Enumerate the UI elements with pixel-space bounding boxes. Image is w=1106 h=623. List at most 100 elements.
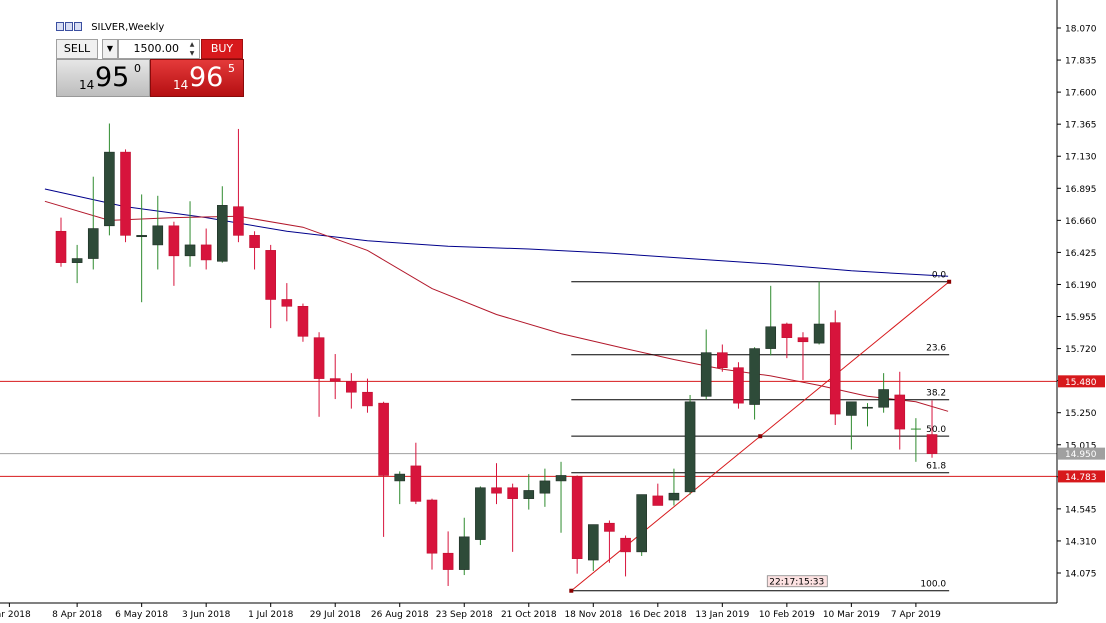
candle-body bbox=[829, 322, 841, 415]
candle bbox=[346, 373, 357, 409]
ask-pips: 96 bbox=[189, 62, 224, 93]
price-tag: 14.950 bbox=[1058, 447, 1105, 460]
candle bbox=[926, 400, 938, 458]
y-tick-label: 14.075 bbox=[1065, 570, 1097, 580]
candle-body bbox=[55, 230, 67, 263]
buy-button[interactable]: BUY bbox=[201, 39, 243, 59]
volume-dropdown-button[interactable]: ▼ bbox=[102, 39, 118, 59]
y-tick-label: 16.190 bbox=[1065, 281, 1097, 291]
candle bbox=[829, 310, 841, 425]
candle bbox=[523, 474, 535, 510]
bid-price-box[interactable]: 14 95 0 bbox=[56, 59, 150, 97]
candle bbox=[668, 468, 680, 506]
countdown-box bbox=[766, 575, 828, 588]
y-tick-label: 18.070 bbox=[1065, 25, 1097, 35]
candle bbox=[233, 128, 244, 243]
fib-anchor-end bbox=[947, 279, 952, 284]
candle-body bbox=[797, 337, 809, 343]
candle-body bbox=[217, 205, 228, 262]
candle-body bbox=[878, 389, 889, 408]
candle-body bbox=[846, 401, 857, 416]
candle-body bbox=[765, 326, 777, 349]
candle bbox=[781, 322, 793, 359]
bid-big-figure: 14 bbox=[79, 78, 95, 92]
price-tag: 15.480 bbox=[1058, 375, 1105, 388]
ask-price-box[interactable]: 14 96 5 bbox=[150, 59, 244, 97]
candle-body bbox=[120, 151, 131, 236]
candle-body bbox=[668, 492, 680, 501]
candle bbox=[733, 362, 744, 409]
fib-anchor-mid bbox=[758, 434, 763, 439]
candle-body bbox=[652, 495, 664, 506]
bid-pips: 95 bbox=[95, 62, 130, 93]
fibonacci-retracement: 0.0 23.6 38.2 50.0 61.8 100.0 bbox=[569, 271, 952, 593]
candle bbox=[475, 486, 486, 546]
candle-body bbox=[684, 401, 696, 493]
candle bbox=[104, 123, 115, 236]
candle-body bbox=[636, 494, 647, 553]
volume-input[interactable]: 1500.00 bbox=[118, 39, 200, 59]
x-tick-label: 16 Dec 2018 bbox=[629, 610, 687, 620]
candle bbox=[394, 471, 406, 505]
candle-body bbox=[71, 258, 83, 263]
fib-level-label: 0.0 bbox=[932, 271, 947, 281]
x-tick-label: 3 Jun 2018 bbox=[182, 610, 231, 620]
candle bbox=[555, 461, 567, 533]
candle bbox=[362, 378, 373, 413]
candle-body bbox=[281, 299, 293, 307]
candle bbox=[217, 186, 228, 263]
bar-countdown-timer: 22:17:15:33 bbox=[766, 575, 828, 588]
price-tag-label: 15.480 bbox=[1065, 378, 1097, 388]
symbol-title: SILVER,Weekly bbox=[56, 22, 164, 36]
y-tick-label: 14.310 bbox=[1065, 537, 1097, 547]
candle bbox=[458, 517, 470, 576]
candle bbox=[265, 244, 276, 329]
candlesticks bbox=[55, 123, 938, 586]
y-tick-label: 17.130 bbox=[1065, 153, 1097, 163]
candle-body bbox=[378, 402, 389, 476]
candle-body bbox=[184, 244, 196, 257]
candle-body bbox=[571, 476, 583, 559]
candle bbox=[426, 498, 438, 570]
candle-body bbox=[555, 475, 567, 482]
y-tick-label: 15.955 bbox=[1065, 313, 1097, 323]
ask-big-figure: 14 bbox=[173, 78, 189, 92]
candle-body bbox=[894, 394, 906, 430]
y-tick-label: 17.600 bbox=[1065, 89, 1097, 99]
candle-body bbox=[507, 487, 518, 499]
price-tag-label: 14.783 bbox=[1065, 473, 1097, 483]
fib-level-label: 38.2 bbox=[926, 389, 946, 399]
candle bbox=[587, 524, 599, 571]
x-tick-label: 13 Jan 2019 bbox=[695, 610, 749, 620]
candle bbox=[636, 494, 647, 556]
candle bbox=[168, 221, 180, 286]
candle bbox=[749, 347, 760, 420]
candle-body bbox=[539, 480, 551, 494]
candle bbox=[410, 442, 422, 505]
sell-button[interactable]: SELL bbox=[56, 39, 98, 59]
candle bbox=[797, 332, 809, 380]
x-tick-label: 10 Mar 2019 bbox=[823, 610, 880, 620]
fib-anchor-start bbox=[569, 588, 574, 593]
volume-spinner[interactable]: ▲ ▼ bbox=[189, 41, 195, 57]
fib-level-label: 50.0 bbox=[926, 425, 946, 435]
candle-body bbox=[587, 524, 599, 561]
candle-body bbox=[87, 228, 99, 259]
y-tick-label: 16.660 bbox=[1065, 217, 1097, 227]
candle-body bbox=[249, 235, 260, 248]
y-tick-label: 15.720 bbox=[1065, 345, 1097, 355]
candle bbox=[652, 483, 664, 506]
x-tick-label: 1 Jul 2018 bbox=[248, 610, 293, 620]
candle bbox=[507, 483, 518, 552]
candle-body bbox=[313, 337, 325, 379]
candle bbox=[249, 231, 260, 270]
candle-body bbox=[410, 465, 422, 502]
candle-body bbox=[749, 348, 760, 405]
price-tag-label: 14.950 bbox=[1065, 450, 1097, 460]
y-tick-label: 17.835 bbox=[1065, 57, 1097, 67]
candle bbox=[604, 520, 615, 563]
candle-body bbox=[104, 151, 115, 227]
candle-body bbox=[700, 352, 712, 397]
